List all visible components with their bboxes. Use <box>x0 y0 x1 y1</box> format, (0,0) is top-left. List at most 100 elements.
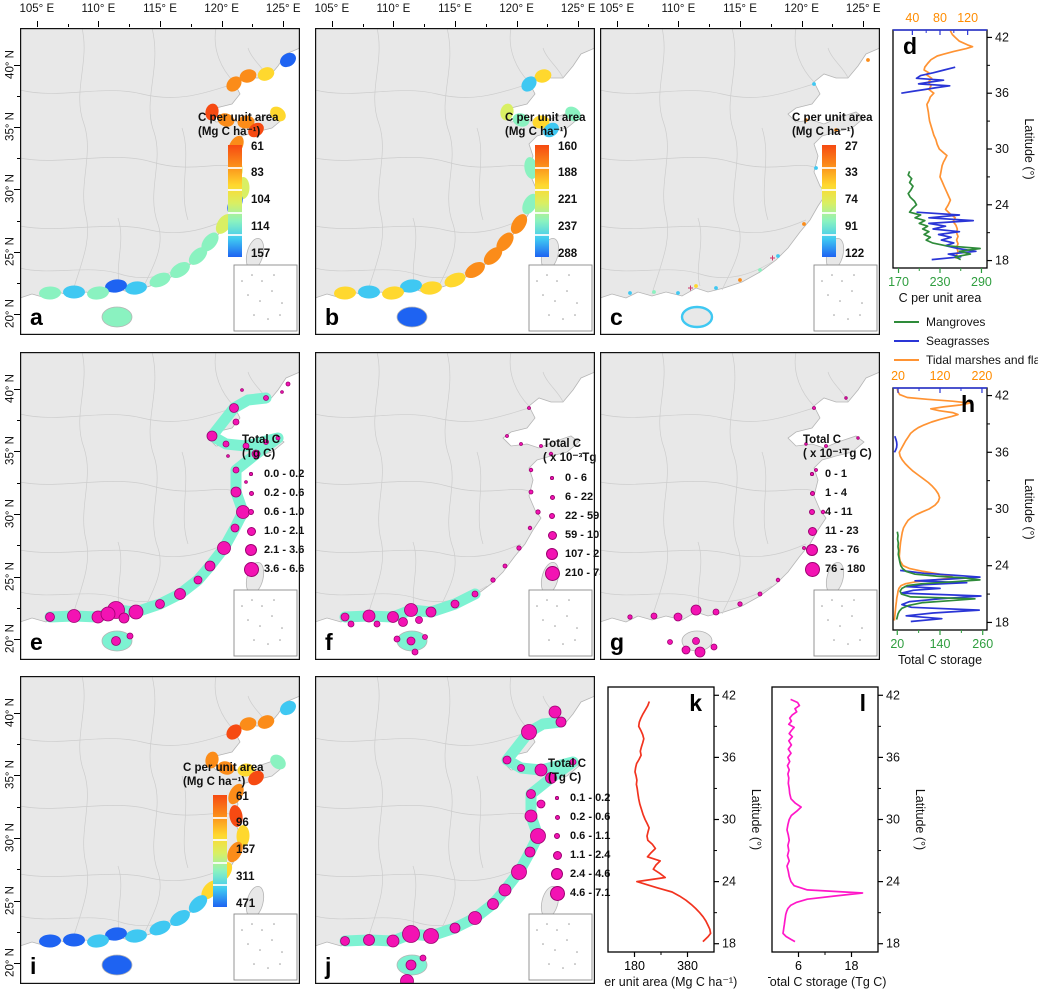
color-ramp-bar <box>228 144 242 257</box>
series-line-tidal-marshes-and-flats <box>893 388 972 621</box>
south-china-sea-inset <box>233 264 298 332</box>
total-c-bubble <box>423 928 439 944</box>
legend-subtitle: (Mg C ha⁻¹) <box>198 125 261 138</box>
bubble-legend-item: 0.6 - 1.0 <box>242 503 304 522</box>
coastal-region-patch <box>270 106 286 122</box>
total-c-bubble <box>174 588 186 600</box>
bubble-range-label: 2.1 - 3.6 <box>264 544 305 557</box>
total-c-bubble <box>263 395 269 401</box>
coastal-region-patch <box>334 286 356 300</box>
total-c-bubble <box>362 609 376 623</box>
bubble-range-label: 4.6 - 7.1 <box>570 887 611 900</box>
lon-tick-label: 115° E <box>438 3 472 15</box>
panel-letter-e: e <box>30 629 43 655</box>
bubble-range-label: 23 - 76 <box>825 544 860 557</box>
total-c-bubble <box>692 637 700 645</box>
total-c-bubble <box>526 789 536 799</box>
lon-tick-label: 105° E <box>599 3 635 15</box>
lon-tick-label: 120° E <box>204 3 239 15</box>
svg-text:24: 24 <box>722 875 736 889</box>
legend-subtitle: (Mg C ha⁻¹) <box>505 125 568 138</box>
lon-minor-tick <box>770 24 772 27</box>
map-j-svg <box>314 675 596 988</box>
panel-b-map: b C per unit area (Mg C ha⁻¹) 160 188 221 237 2… <box>314 27 596 335</box>
map-i-svg <box>19 675 301 984</box>
total-c-bubble <box>405 959 417 971</box>
total-c-bubble <box>516 545 522 551</box>
series-line-mangroves <box>895 531 981 620</box>
series-line-mangroves <box>907 170 981 261</box>
panel-letter-b: b <box>325 304 340 330</box>
coastal-speck <box>834 128 838 132</box>
svg-text:24: 24 <box>886 875 900 889</box>
lat-tick-mark <box>14 314 20 316</box>
map-e-svg <box>19 351 301 660</box>
bubble-range-label: 1.1 - 2.4 <box>570 849 611 862</box>
svg-text:36: 36 <box>722 750 736 764</box>
map-c-svg <box>599 27 881 335</box>
coastal-region-patch <box>125 281 147 295</box>
tidal-marshes-line-swatch <box>894 358 919 361</box>
ramp-label: 96 <box>236 817 249 830</box>
lon-tick-mark <box>455 21 456 27</box>
chart-h-ylabel: Latitude (°) <box>1022 478 1035 539</box>
bubble-legend-item: 6 - 22 <box>543 488 612 507</box>
svg-text:42: 42 <box>886 688 900 702</box>
bubble-size-swatch <box>248 490 254 496</box>
bubble-legend-list: 0 - 1 1 - 4 4 - 11 11 - 23 23 - 76 76 - 180 <box>803 465 872 579</box>
total-c-bubble <box>524 809 538 823</box>
lat-tick-mark <box>14 576 20 578</box>
total-c-bubble <box>155 599 165 609</box>
lat-tick-mark <box>14 189 20 191</box>
series-line-seagrasses <box>893 435 982 623</box>
bubble-size-swatch <box>544 565 560 581</box>
ramp-label: 104 <box>251 194 271 207</box>
ramp-label: 122 <box>845 247 865 260</box>
total-c-bubble <box>251 449 261 459</box>
lat-tick-mark <box>14 775 20 777</box>
legend-a: C per unit area (Mg C ha⁻¹) 61 83 104 114 157 <box>198 112 279 260</box>
coastal-speck <box>676 291 680 295</box>
bubble-size-swatch <box>549 885 565 901</box>
ramp-label: 288 <box>558 247 578 260</box>
coastal-region-patch <box>248 122 264 138</box>
bubble-range-label: 11 - 23 <box>825 525 859 538</box>
ramp-label: 311 <box>236 870 255 883</box>
legend-subtitle: ( x 10⁻³Tg C) <box>543 451 612 464</box>
chart-k: 180 380 C per unit area (Mg C ha⁻¹) 42 36 30 2… <box>585 681 763 998</box>
panel-letter-c: c <box>610 304 623 330</box>
total-c-bubble <box>128 604 144 620</box>
lat-minor-tick <box>17 220 20 222</box>
ramp-labels: 61 83 104 114 157 <box>251 141 271 260</box>
total-c-bubble <box>419 954 427 962</box>
bubble-size-swatch <box>804 561 820 577</box>
total-c-bubble <box>45 612 55 622</box>
chart-k-svg: 180 380 C per unit area (Mg C ha⁻¹) 42 36 30 2… <box>585 686 763 989</box>
ramp-labels: 27 33 74 91 122 <box>845 141 865 260</box>
legend-title: C per unit area <box>198 112 279 124</box>
lat-tick-mark <box>14 900 20 902</box>
total-c-bubble <box>244 480 248 484</box>
ramp-label: 83 <box>251 167 264 180</box>
ramp-labels: 160 188 221 237 288 <box>558 141 578 260</box>
bubble-legend-item: 2.1 - 3.6 <box>242 541 304 560</box>
ramp-label: 61 <box>236 790 249 803</box>
total-c-bubble <box>710 643 718 651</box>
total-c-bubble <box>398 617 408 627</box>
lon-tick-mark <box>616 21 618 27</box>
lon-tick-mark <box>740 21 741 27</box>
panel-letter-i: i <box>30 953 37 979</box>
bubble-legend-item: 4 - 11 <box>803 503 872 522</box>
total-c-bubble <box>400 974 414 988</box>
svg-text:18: 18 <box>722 937 736 951</box>
bubble-size-swatch <box>810 472 814 476</box>
lon-tick-mark <box>331 21 333 27</box>
total-c-bubble <box>285 381 291 387</box>
coastal-region-patch <box>280 700 296 716</box>
coastal-region-patch <box>149 920 171 936</box>
lat-tick-mark <box>14 451 20 453</box>
total-c-bubble <box>530 828 546 844</box>
total-c-bubble <box>534 763 548 777</box>
bubble-legend-item: 0.1 - 0.2 <box>548 789 610 808</box>
bubble-legend-item: 11 - 23 <box>803 522 872 541</box>
